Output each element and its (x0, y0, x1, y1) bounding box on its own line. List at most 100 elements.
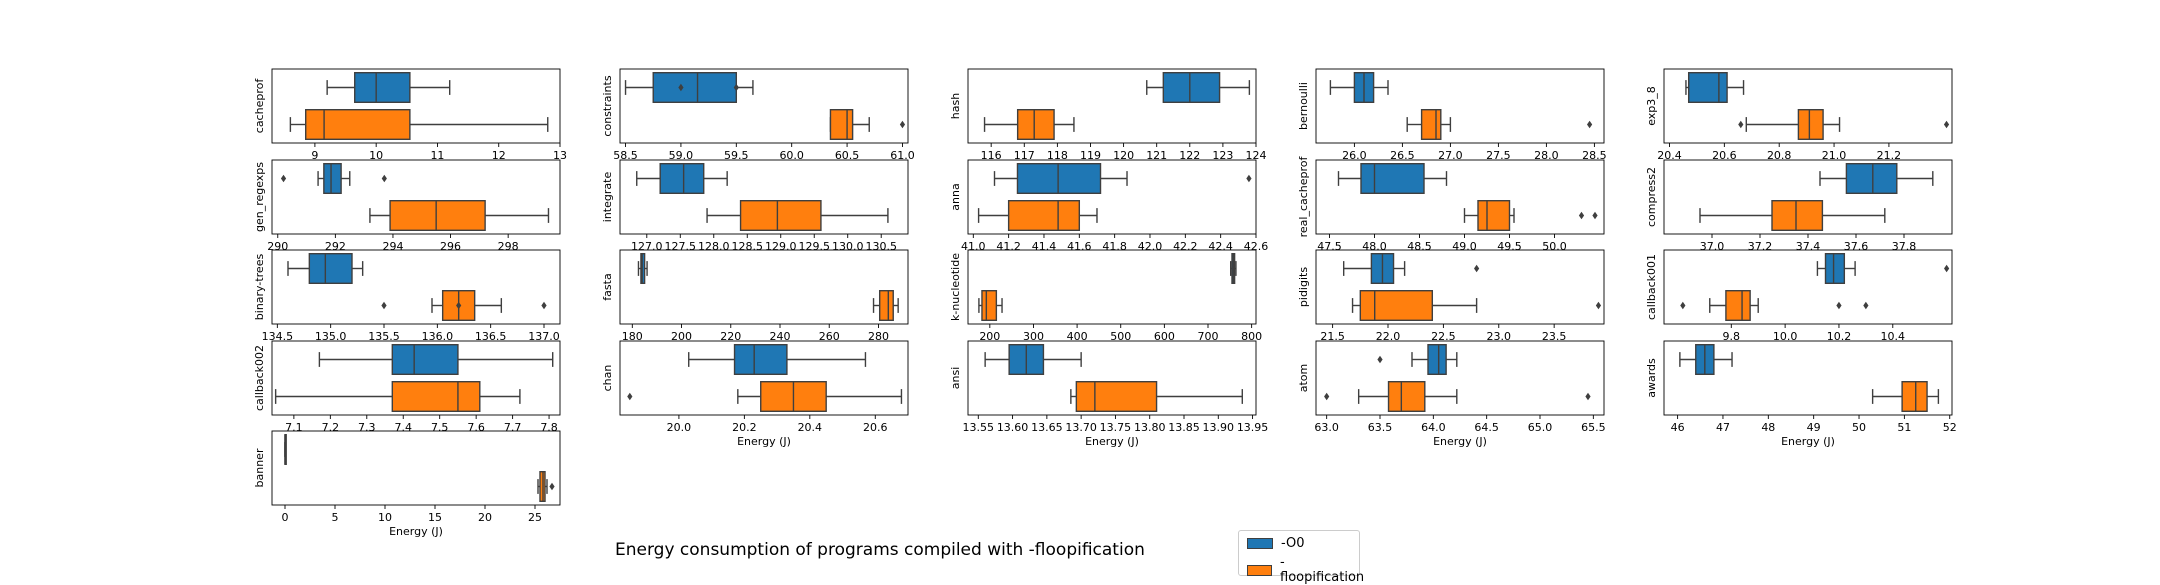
flier-exp3-8-floopification-1 (1943, 120, 1950, 129)
xtick-label-pidigits-4: 23.5 (1542, 330, 1567, 343)
axes-frame-k-nucleotide (967, 249, 1257, 325)
box-integrate-o0 (659, 162, 705, 194)
axes-frame-fasta (619, 249, 909, 325)
flier-atom-floopification-0 (1324, 392, 1330, 401)
xtick-label-hash-6: 122 (1179, 149, 1200, 162)
ylabel-awards: awards (1645, 358, 1658, 398)
legend-item-o0: -O0 (1247, 536, 1305, 551)
xtick-label-constraints-5: 61.0 (890, 149, 915, 162)
box-integrate-floopification (739, 199, 822, 231)
xtick-label-anna-1: 41.2 (996, 240, 1021, 253)
xtick-label-callback002-1: 7.2 (322, 421, 340, 434)
ylabel-exp3-8: exp3_8 (1645, 86, 1658, 126)
xtick-label-exp3-8-1: 20.6 (1712, 149, 1737, 162)
xtick-label-constraints-1: 59.0 (669, 149, 694, 162)
xtick-label-callback002-5: 7.6 (467, 421, 485, 434)
axes-frame-exp3-8 (1663, 68, 1953, 144)
xtick-label-cacheprof-3: 12 (492, 149, 506, 162)
xtick-label-bernoulli-0: 26.0 (1342, 149, 1367, 162)
xtick-label-constraints-4: 60.5 (835, 149, 860, 162)
figure-caption: Energy consumption of programs compiled … (615, 540, 1145, 560)
xtick-label-k-nucleotide-3: 500 (1110, 330, 1131, 343)
xtick-label-awards-4: 50 (1852, 421, 1866, 434)
legend-swatch-floopification (1247, 564, 1272, 576)
box-real-cacheprof-floopification (1477, 199, 1511, 231)
xtick-label-bernoulli-1: 26.5 (1390, 149, 1415, 162)
xtick-label-fasta-3: 240 (770, 330, 791, 343)
ylabel-compress2: compress2 (1645, 167, 1658, 227)
xtick-label-awards-1: 47 (1716, 421, 1730, 434)
xtick-label-atom-3: 64.5 (1474, 421, 1499, 434)
flier-callback001-o0-0 (1944, 264, 1950, 273)
xtick-label-hash-8: 124 (1246, 149, 1267, 162)
box-binary-trees-o0 (308, 252, 353, 284)
ylabel-bernoulli: bernoulli (1297, 82, 1310, 130)
flier-pidigits-o0-0 (1474, 264, 1480, 273)
xtick-label-binary-trees-1: 135.0 (315, 330, 347, 343)
xtick-label-real-cacheprof-3: 49.0 (1452, 240, 1477, 253)
xtick-label-integrate-6: 130.0 (832, 240, 864, 253)
flier-banner-floopification-0 (549, 482, 555, 491)
xtick-label-atom-1: 63.5 (1368, 421, 1393, 434)
xtick-label-anna-2: 41.4 (1032, 240, 1057, 253)
xtick-label-exp3-8-0: 20.4 (1657, 149, 1682, 162)
flier-atom-o0-0 (1377, 355, 1383, 364)
flier-constraints-o0-1 (733, 83, 739, 92)
flier-constraints-floopification-0 (899, 120, 906, 129)
xtick-label-hash-0: 116 (981, 149, 1002, 162)
xtick-label-chan-0: 20.0 (667, 421, 692, 434)
box-bernoulli-floopification (1420, 108, 1442, 140)
xtick-label-ansi-7: 13.90 (1203, 421, 1235, 434)
xtick-label-callback001-2: 10.2 (1827, 330, 1852, 343)
axes-frame-cacheprof (271, 68, 561, 144)
xtick-label-pidigits-1: 22.0 (1376, 330, 1401, 343)
axes-frame-compress2 (1663, 159, 1953, 235)
ylabel-chan: chan (601, 365, 614, 392)
xtick-label-callback001-1: 10.0 (1773, 330, 1798, 343)
xtick-label-banner-2: 10 (378, 511, 392, 524)
xtick-label-binary-trees-5: 137.0 (528, 330, 560, 343)
flier-callback001-floopification-1 (1836, 301, 1842, 310)
xtick-label-callback002-0: 7.1 (285, 421, 303, 434)
box-pidigits-floopification (1359, 290, 1434, 322)
xtick-label-integrate-7: 130.5 (865, 240, 897, 253)
flier-bernoulli-floopification-0 (1586, 120, 1593, 129)
box-real-cacheprof-o0 (1360, 162, 1425, 194)
box-atom-floopification (1387, 381, 1426, 413)
axes-frame-gen-regexps (271, 159, 561, 235)
axes-frame-constraints (619, 68, 909, 144)
xtick-label-callback002-3: 7.4 (394, 421, 412, 434)
box-compress2-floopification (1771, 199, 1824, 231)
box-ansi-floopification (1075, 381, 1158, 413)
ylabel-anna: anna (949, 183, 962, 210)
xtick-label-integrate-2: 128.0 (698, 240, 730, 253)
xtick-label-binary-trees-4: 136.5 (475, 330, 507, 343)
ylabel-pidigits: pidigits (1297, 267, 1310, 307)
xtick-label-fasta-4: 260 (819, 330, 840, 343)
box-exp3-8-o0 (1687, 71, 1728, 103)
xtick-label-banner-1: 5 (332, 511, 339, 524)
axes-frame-pidigits (1315, 249, 1605, 325)
xtick-label-constraints-2: 59.5 (724, 149, 749, 162)
flier-binary-trees-floopification-1 (381, 301, 387, 310)
xtick-label-bernoulli-3: 27.5 (1486, 149, 1511, 162)
xtick-label-cacheprof-4: 13 (553, 149, 567, 162)
xtick-label-compress2-0: 37.0 (1700, 240, 1725, 253)
flier-constraints-o0-0 (678, 83, 684, 92)
xtick-label-exp3-8-3: 21.0 (1822, 149, 1847, 162)
xtick-label-gen-regexps-0: 290 (267, 240, 288, 253)
xtick-label-chan-3: 20.6 (863, 421, 888, 434)
xtick-label-pidigits-0: 21.5 (1320, 330, 1345, 343)
box-hash-o0 (1162, 71, 1221, 103)
xtick-label-k-nucleotide-5: 700 (1198, 330, 1219, 343)
xtick-label-hash-5: 121 (1146, 149, 1167, 162)
xtick-label-hash-1: 117 (1014, 149, 1035, 162)
box-constraints-floopification (829, 108, 854, 140)
xtick-label-binary-trees-0: 134.5 (262, 330, 294, 343)
xtick-label-hash-7: 123 (1212, 149, 1233, 162)
xtick-label-ansi-1: 13.60 (997, 421, 1029, 434)
flier-real-cacheprof-floopification-0 (1578, 211, 1585, 220)
xtick-label-real-cacheprof-4: 49.5 (1497, 240, 1522, 253)
box-awards-floopification (1901, 381, 1928, 413)
xtick-label-banner-3: 15 (428, 511, 442, 524)
